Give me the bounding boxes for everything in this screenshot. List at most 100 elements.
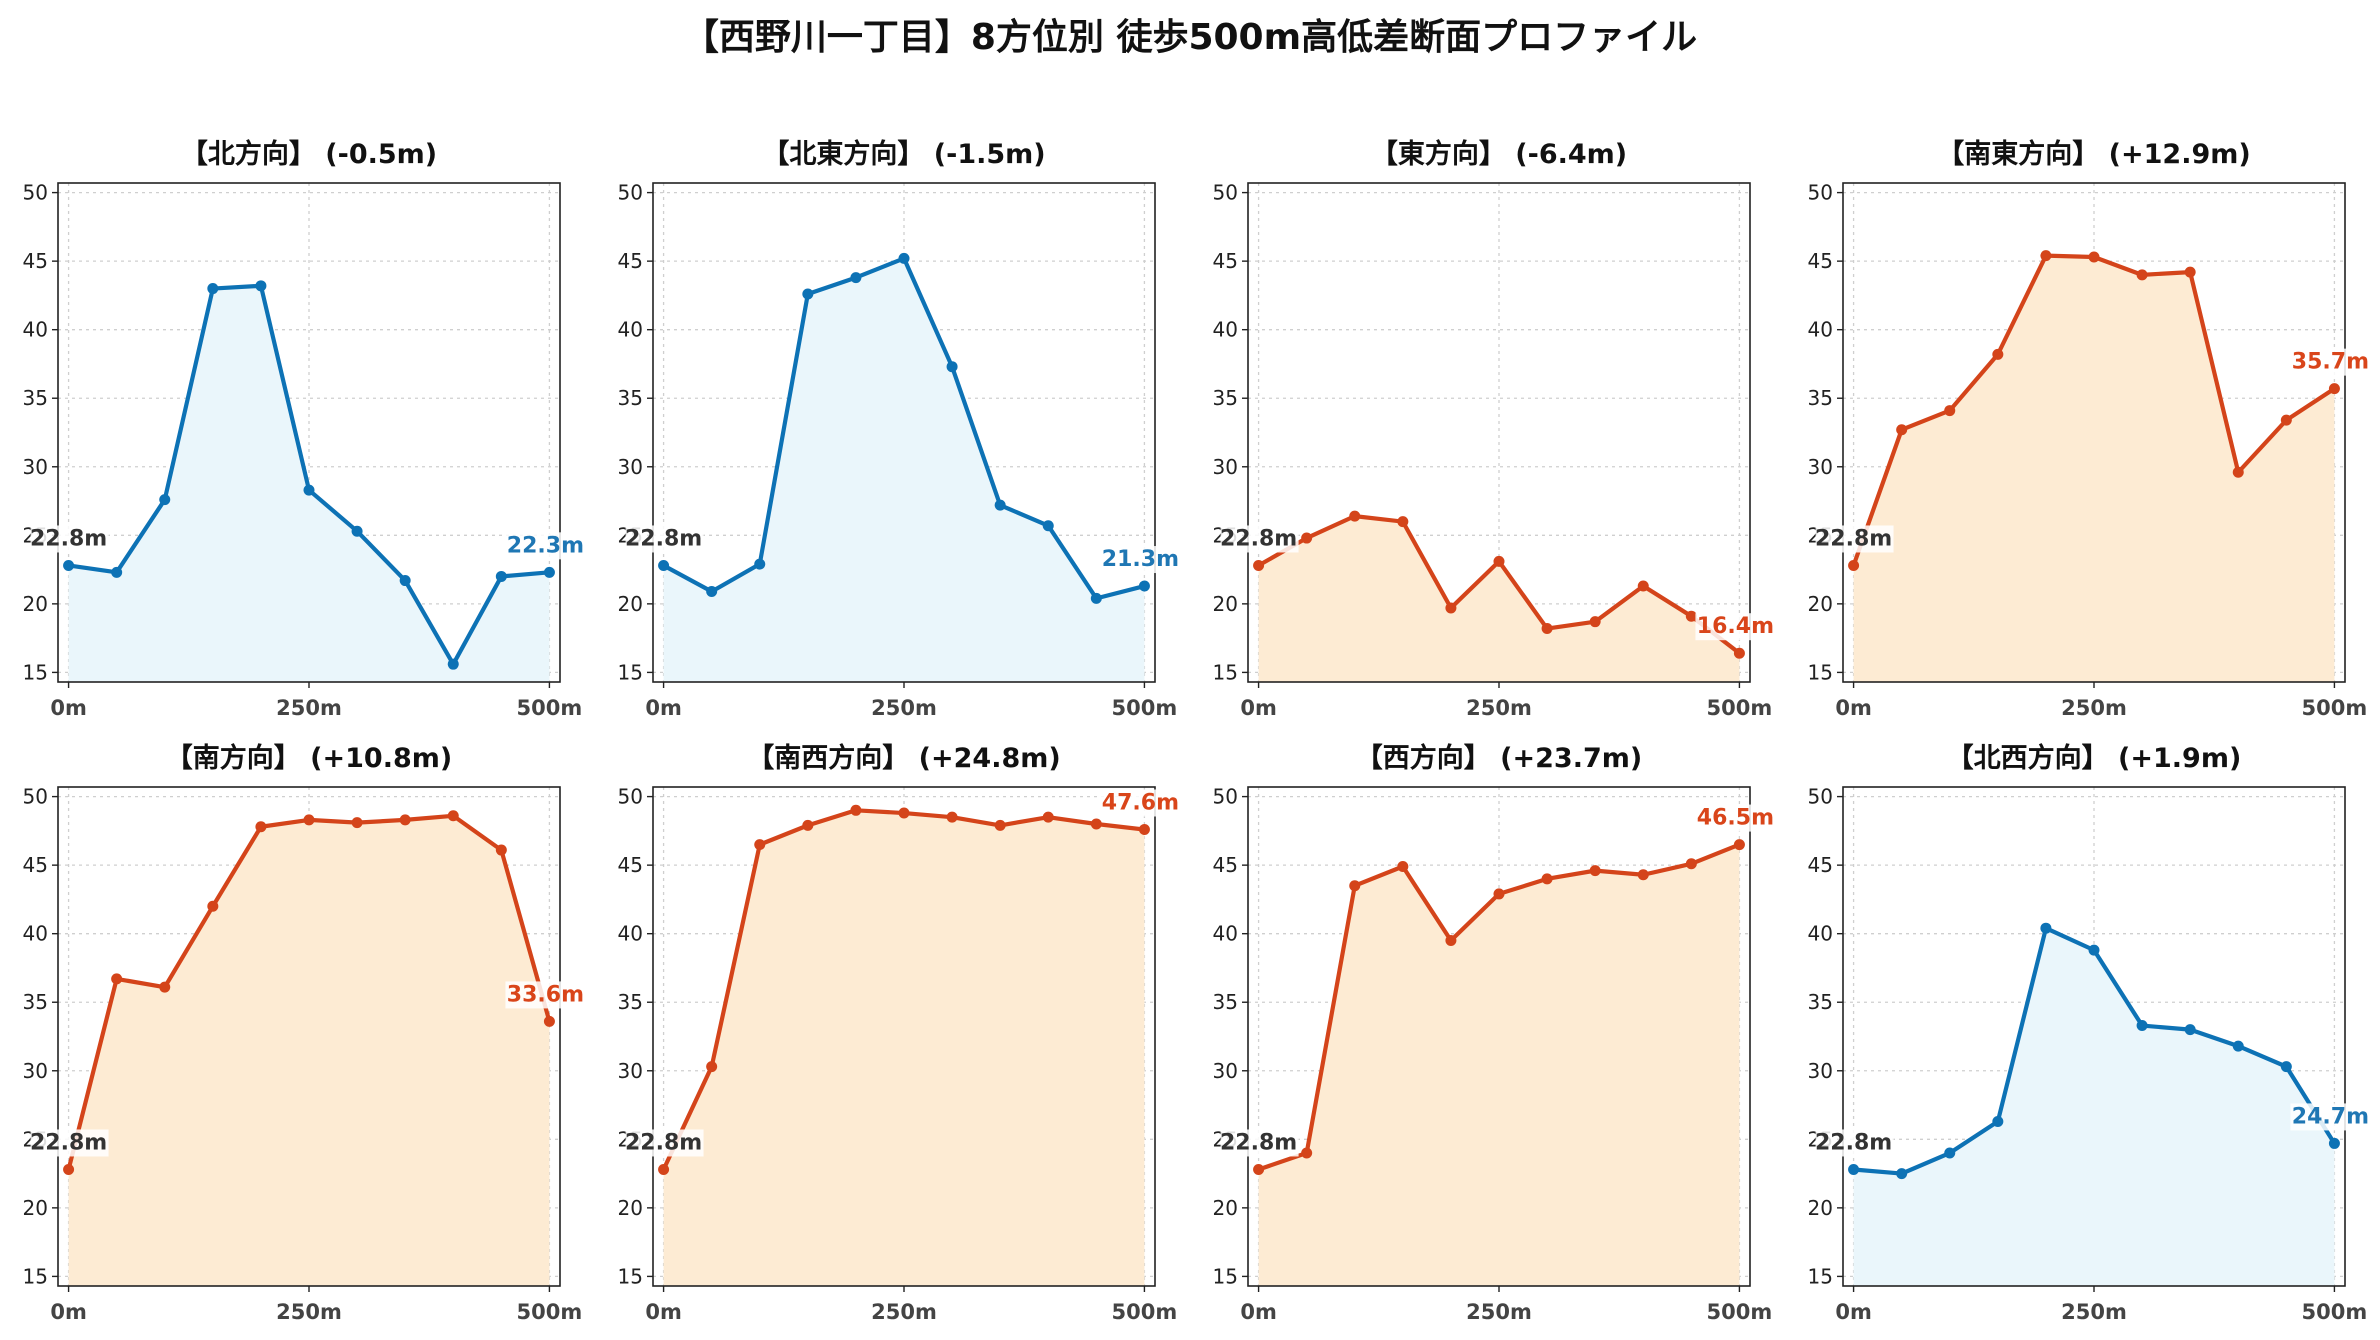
chart-panel-5: 【南西方向】 (+24.8m)15202530354045500m250m500… bbox=[618, 742, 1181, 1324]
data-point bbox=[1397, 516, 1409, 528]
x-tick-label: 500m bbox=[1707, 1300, 1773, 1324]
data-point bbox=[2184, 1024, 2196, 1036]
data-point bbox=[303, 484, 315, 496]
x-tick-label: 250m bbox=[871, 696, 937, 720]
data-point bbox=[1042, 811, 1054, 823]
data-point bbox=[658, 1163, 670, 1175]
chart-panel-7: 【北西方向】 (+1.9m)15202530354045500m250m500m… bbox=[1808, 742, 2371, 1324]
data-point bbox=[351, 525, 363, 537]
data-point bbox=[1301, 1147, 1313, 1159]
data-point bbox=[207, 283, 219, 295]
y-tick-label: 50 bbox=[1808, 785, 1833, 809]
end-label-bg bbox=[1695, 804, 1776, 832]
data-point bbox=[706, 1061, 718, 1073]
chart-title: 【北東方向】 (-1.5m) bbox=[762, 138, 1045, 170]
y-tick-label: 45 bbox=[1213, 853, 1238, 877]
y-tick-label: 45 bbox=[618, 853, 643, 877]
y-tick-label: 20 bbox=[1808, 1196, 1833, 1220]
y-tick-label: 45 bbox=[1808, 249, 1833, 273]
end-label: 33.6m bbox=[507, 982, 584, 1007]
chart-panel-2: 【東方向】 (-6.4m)15202530354045500m250m500m2… bbox=[1213, 138, 1776, 720]
y-tick-label: 45 bbox=[618, 249, 643, 273]
y-tick-label: 50 bbox=[1213, 181, 1238, 205]
start-label: 22.8m bbox=[1815, 526, 1892, 551]
y-tick-label: 15 bbox=[1808, 1264, 1833, 1288]
area-fill bbox=[663, 258, 1145, 682]
data-point bbox=[2280, 414, 2292, 426]
chart-title: 【東方向】 (-6.4m) bbox=[1371, 138, 1627, 170]
data-point bbox=[1042, 520, 1054, 532]
y-tick-label: 30 bbox=[1808, 455, 1833, 479]
data-point bbox=[1896, 424, 1908, 436]
data-point bbox=[1253, 559, 1265, 571]
x-tick-label: 500m bbox=[2302, 1300, 2368, 1324]
data-point bbox=[1685, 858, 1697, 870]
y-tick-label: 50 bbox=[23, 181, 48, 205]
end-label: 16.4m bbox=[1697, 614, 1774, 639]
data-point bbox=[898, 807, 910, 819]
chart-panel-0: 【北方向】 (-0.5m)15202530354045500m250m500m2… bbox=[23, 138, 586, 720]
x-tick-label: 500m bbox=[1112, 1300, 1178, 1324]
area-fill bbox=[663, 810, 1145, 1286]
x-tick-label: 0m bbox=[645, 1300, 682, 1324]
y-tick-label: 45 bbox=[23, 249, 48, 273]
x-tick-label: 0m bbox=[50, 1300, 87, 1324]
x-tick-label: 250m bbox=[276, 696, 342, 720]
data-point bbox=[1992, 348, 2004, 360]
end-label-bg bbox=[1100, 789, 1181, 817]
data-point bbox=[1685, 610, 1697, 622]
data-point bbox=[994, 819, 1006, 831]
start-label-bg bbox=[625, 1129, 704, 1157]
y-tick-label: 30 bbox=[23, 1059, 48, 1083]
start-label-bg bbox=[1220, 1129, 1299, 1157]
x-tick-label: 0m bbox=[1835, 1300, 1872, 1324]
x-tick-label: 250m bbox=[276, 1300, 342, 1324]
data-point bbox=[802, 819, 814, 831]
y-tick-label: 30 bbox=[618, 1059, 643, 1083]
data-point bbox=[447, 810, 459, 822]
y-tick-label: 20 bbox=[23, 592, 48, 616]
data-point bbox=[2136, 269, 2148, 281]
end-label-bg bbox=[505, 532, 586, 560]
y-tick-label: 40 bbox=[618, 922, 643, 946]
data-point bbox=[159, 494, 171, 506]
data-point bbox=[495, 570, 507, 582]
data-point bbox=[850, 272, 862, 284]
data-point bbox=[2328, 1137, 2340, 1149]
y-tick-label: 15 bbox=[23, 660, 48, 684]
start-label: 22.8m bbox=[1220, 526, 1297, 551]
data-point bbox=[898, 252, 910, 264]
data-point bbox=[1493, 555, 1505, 567]
y-tick-label: 20 bbox=[1808, 592, 1833, 616]
y-tick-label: 35 bbox=[1808, 386, 1833, 410]
area-fill bbox=[68, 815, 550, 1286]
data-point bbox=[1944, 405, 1956, 417]
x-tick-label: 500m bbox=[517, 696, 583, 720]
data-point bbox=[802, 288, 814, 300]
y-tick-label: 30 bbox=[23, 455, 48, 479]
y-tick-label: 15 bbox=[618, 1264, 643, 1288]
data-point bbox=[1138, 580, 1150, 592]
x-tick-label: 0m bbox=[50, 696, 87, 720]
y-tick-label: 20 bbox=[618, 592, 643, 616]
data-point bbox=[543, 566, 555, 578]
data-point bbox=[1896, 1168, 1908, 1180]
y-tick-label: 35 bbox=[23, 386, 48, 410]
data-point bbox=[754, 839, 766, 851]
data-point bbox=[1090, 592, 1102, 604]
area-fill bbox=[1853, 255, 2335, 682]
y-tick-label: 50 bbox=[618, 785, 643, 809]
end-label: 24.7m bbox=[2292, 1104, 2369, 1129]
data-point bbox=[2088, 944, 2100, 956]
start-label: 22.8m bbox=[30, 1130, 107, 1155]
x-tick-label: 250m bbox=[2061, 1300, 2127, 1324]
data-point bbox=[1589, 616, 1601, 628]
y-tick-label: 40 bbox=[1808, 318, 1833, 342]
end-label: 22.3m bbox=[507, 533, 584, 558]
y-tick-label: 40 bbox=[618, 318, 643, 342]
y-tick-label: 35 bbox=[618, 990, 643, 1014]
end-label: 21.3m bbox=[1102, 547, 1179, 572]
end-label-bg bbox=[1695, 613, 1776, 641]
start-label-bg bbox=[1815, 1129, 1894, 1157]
data-point bbox=[111, 566, 123, 578]
